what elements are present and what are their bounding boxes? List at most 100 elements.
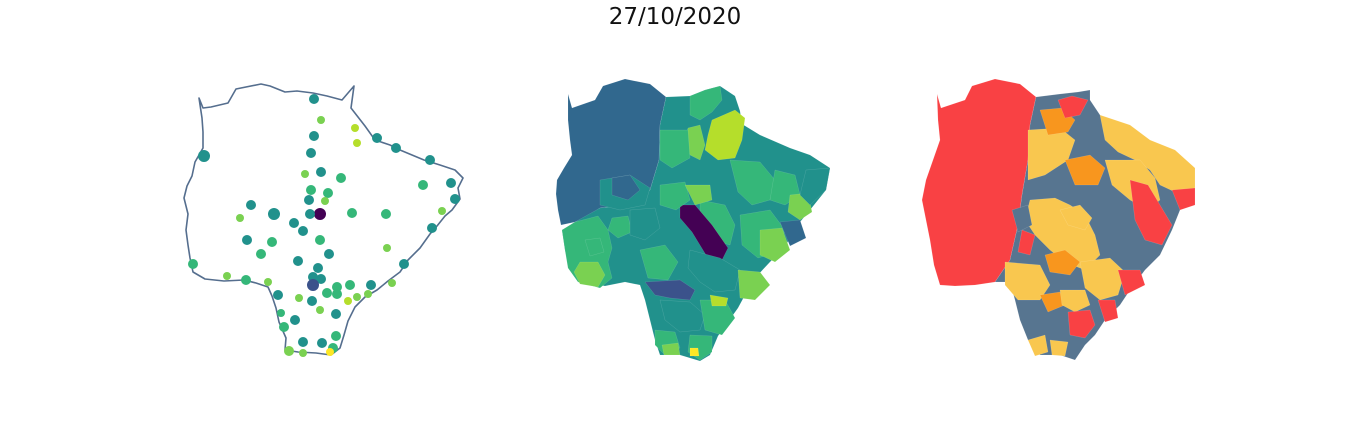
municipality-region bbox=[689, 347, 700, 357]
data-point bbox=[290, 315, 300, 325]
municipality-region bbox=[737, 269, 771, 301]
data-point bbox=[316, 167, 326, 177]
data-point bbox=[317, 338, 327, 348]
data-point bbox=[277, 309, 285, 317]
data-point bbox=[246, 200, 256, 210]
municipality-region bbox=[611, 174, 641, 201]
municipality-region bbox=[659, 129, 691, 169]
data-point bbox=[331, 309, 341, 319]
data-point bbox=[317, 116, 325, 124]
municipality-region bbox=[584, 237, 605, 257]
data-point bbox=[241, 275, 251, 285]
data-point bbox=[347, 208, 357, 218]
data-point bbox=[353, 139, 361, 147]
municipality-region bbox=[607, 215, 633, 239]
data-point bbox=[289, 218, 299, 228]
municipality-region bbox=[1059, 204, 1093, 231]
municipality-region bbox=[1011, 204, 1033, 233]
municipality-region bbox=[644, 279, 696, 301]
municipality-region bbox=[1049, 339, 1069, 357]
data-point bbox=[438, 207, 446, 215]
data-point bbox=[284, 346, 294, 356]
data-point bbox=[295, 294, 303, 302]
data-point bbox=[188, 259, 198, 269]
municipality-region bbox=[759, 227, 791, 263]
municipality-region bbox=[1067, 309, 1096, 339]
data-point bbox=[332, 282, 342, 292]
data-point bbox=[345, 280, 355, 290]
data-point bbox=[264, 278, 272, 286]
municipality-region bbox=[639, 244, 679, 281]
data-point bbox=[309, 131, 319, 141]
data-point bbox=[324, 249, 334, 259]
data-point bbox=[293, 256, 303, 266]
municipality-region bbox=[659, 181, 691, 211]
data-point bbox=[304, 195, 314, 205]
municipality-region bbox=[1059, 289, 1091, 313]
data-point bbox=[223, 272, 231, 280]
data-point bbox=[450, 194, 460, 204]
municipality-region bbox=[573, 261, 606, 288]
municipality-region bbox=[1097, 299, 1119, 323]
data-point bbox=[268, 208, 280, 220]
municipality-region bbox=[1044, 249, 1081, 276]
data-point bbox=[364, 290, 372, 298]
municipality-region bbox=[1079, 257, 1126, 301]
municipality-region bbox=[659, 299, 706, 333]
municipality-region bbox=[1057, 95, 1089, 119]
municipality-region bbox=[1027, 334, 1049, 357]
data-point bbox=[323, 188, 333, 198]
data-point bbox=[313, 263, 323, 273]
data-point bbox=[399, 259, 409, 269]
municipality-region bbox=[1064, 154, 1106, 186]
data-point bbox=[388, 279, 396, 287]
data-point bbox=[322, 288, 332, 298]
data-point bbox=[316, 306, 324, 314]
municipality-region bbox=[629, 207, 661, 241]
data-point bbox=[299, 349, 307, 357]
data-point bbox=[372, 133, 382, 143]
data-point bbox=[366, 280, 376, 290]
data-point bbox=[344, 297, 352, 305]
municipality-region bbox=[709, 294, 729, 307]
data-point bbox=[331, 331, 341, 341]
data-point bbox=[383, 244, 391, 252]
data-point bbox=[314, 208, 326, 220]
data-point bbox=[301, 170, 309, 178]
municipality-region bbox=[1117, 269, 1146, 296]
figure-title: 27/10/2020 bbox=[608, 4, 742, 30]
data-point bbox=[332, 289, 342, 299]
municipality-region bbox=[1129, 179, 1173, 246]
data-point bbox=[336, 173, 346, 183]
data-point bbox=[308, 272, 318, 282]
municipality-region bbox=[779, 219, 807, 247]
municipality-region bbox=[1171, 187, 1196, 211]
data-point bbox=[381, 209, 391, 219]
data-point bbox=[267, 237, 277, 247]
data-point bbox=[316, 274, 326, 284]
data-point bbox=[307, 296, 317, 306]
data-point bbox=[446, 178, 456, 188]
data-point bbox=[321, 197, 329, 205]
data-point bbox=[236, 214, 244, 222]
data-point bbox=[298, 337, 308, 347]
municipality-region bbox=[799, 167, 831, 206]
data-point bbox=[298, 226, 308, 236]
data-point bbox=[315, 235, 325, 245]
data-point bbox=[273, 290, 283, 300]
data-point bbox=[309, 94, 319, 104]
municipality-region bbox=[684, 184, 713, 206]
data-point bbox=[418, 180, 428, 190]
data-point bbox=[353, 293, 361, 301]
data-point bbox=[198, 150, 210, 162]
data-point bbox=[242, 235, 252, 245]
municipality-region bbox=[689, 85, 723, 121]
state-outline bbox=[183, 83, 464, 356]
data-point bbox=[305, 209, 315, 219]
data-point bbox=[306, 148, 316, 158]
data-point bbox=[391, 143, 401, 153]
municipality-region bbox=[1004, 261, 1051, 301]
municipality-region bbox=[1017, 229, 1036, 256]
